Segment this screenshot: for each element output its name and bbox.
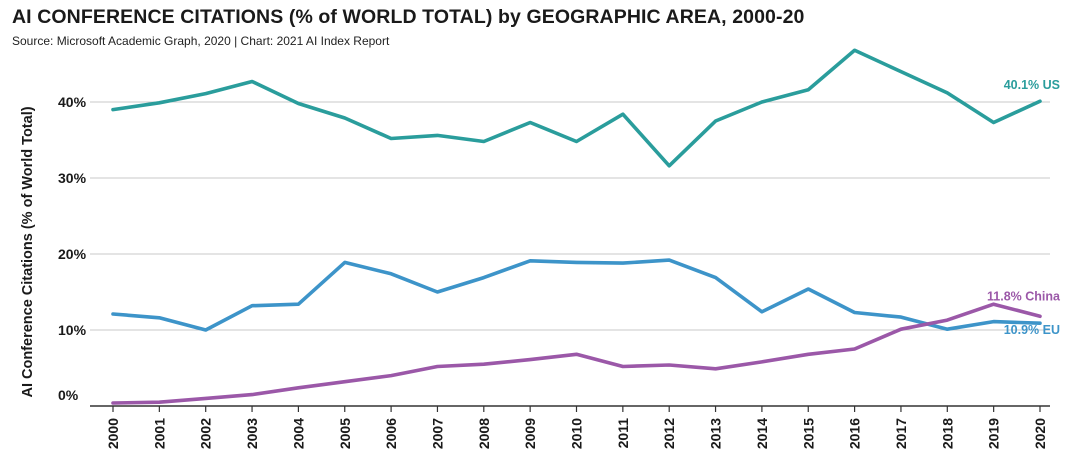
x-tick-label: 2008 (476, 418, 492, 449)
series-line-china (111, 302, 1042, 405)
y-axis-label: AI Conference Citations (% of World Tota… (20, 106, 36, 397)
axes: 0% 10% 20% 30% 40% 2000 2001 2002 2003 2004 2005 20… (20, 94, 1050, 449)
x-tick-label: 2016 (847, 418, 863, 449)
x-tick-label: 2017 (893, 418, 909, 449)
end-label-china: 11.8% China (987, 289, 1061, 303)
y-tick-label: 40% (58, 94, 87, 110)
y-tick-label: 10% (58, 322, 87, 338)
x-tick-label: 2019 (986, 418, 1002, 449)
series-lines (111, 48, 1042, 405)
chart-source: Source: Microsoft Academic Graph, 2020 |… (12, 34, 390, 48)
x-tick-label: 2011 (615, 418, 631, 449)
x-tick-label: 2004 (290, 418, 306, 449)
x-tick-label: 2003 (244, 418, 260, 449)
x-tick-label: 2005 (337, 418, 353, 449)
x-tick-label: 2012 (661, 418, 677, 449)
x-tick-label: 2010 (569, 418, 585, 449)
x-tick-label: 2007 (429, 418, 445, 449)
x-tick-label: 2002 (198, 418, 214, 449)
labels: 40.1% US 10.9% EU 11.8% China (987, 78, 1061, 337)
grid-lines (90, 101, 1050, 331)
y-tick-label: 0% (58, 387, 79, 403)
x-tick-label: 2006 (383, 418, 399, 449)
x-tick-label: 2009 (522, 418, 538, 449)
x-tick-label: 2001 (151, 418, 167, 449)
chart-title: AI CONFERENCE CITATIONS (% of WORLD TOTA… (12, 6, 805, 28)
x-tick-label: 2013 (708, 418, 724, 449)
series-line-us (111, 48, 1042, 168)
end-label-us: 40.1% US (1004, 78, 1060, 92)
x-tick-label: 2000 (105, 418, 121, 449)
end-label-eu: 10.9% EU (1004, 323, 1060, 337)
y-tick-label: 30% (58, 170, 87, 186)
x-tick-label: 2015 (800, 418, 816, 449)
x-tick-label: 2018 (939, 418, 955, 449)
x-tick-label: 2020 (1032, 418, 1048, 449)
x-tick-label: 2014 (754, 418, 770, 449)
series-line-eu (111, 258, 1042, 332)
y-tick-label: 20% (58, 246, 87, 262)
